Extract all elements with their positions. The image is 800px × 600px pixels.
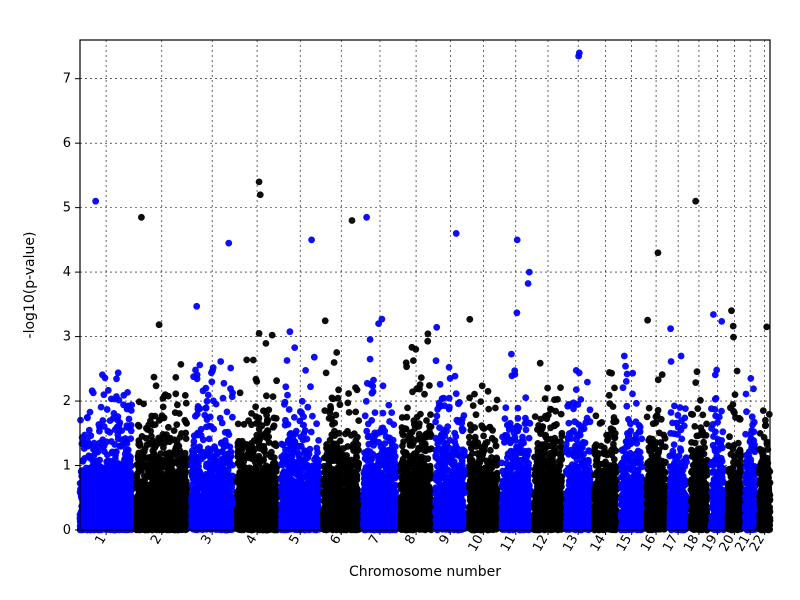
y-tick-label: 5 [63,201,71,216]
y-tick-label: 4 [63,265,71,280]
y-tick-label: 3 [63,330,71,345]
manhattan-plot: 0123456712345678910111213141516171819202… [0,0,800,600]
y-tick-label: 0 [63,523,71,538]
y-tick-label: 6 [63,136,71,151]
plot-svg: 0123456712345678910111213141516171819202… [0,0,800,600]
y-tick-label: 7 [63,72,71,87]
x-axis-label: Chromosome number [349,564,501,580]
y-tick-label: 1 [63,459,71,474]
y-axis-label: -log10(p-value) [22,232,38,339]
y-tick-label: 2 [63,394,71,409]
